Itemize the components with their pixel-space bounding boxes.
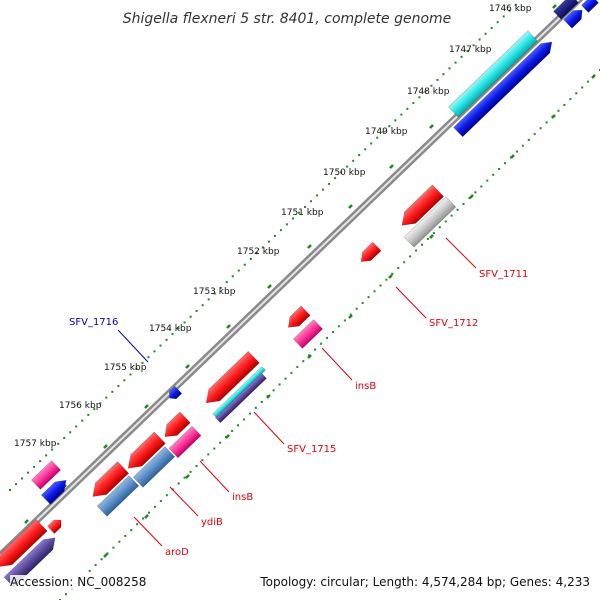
tick-label-1746: 1746 kbp — [489, 4, 532, 14]
feature-insb-1-cds[interactable] — [284, 305, 311, 332]
feature-arod-cds[interactable] — [87, 461, 130, 503]
feature-sfv1715-stripe[interactable] — [212, 366, 266, 418]
feature-sfv1715-cds[interactable] — [201, 350, 260, 408]
feature-insb-1-gene[interactable] — [292, 319, 324, 349]
gene-label-ydib[interactable]: ydiB — [201, 517, 223, 528]
feature-blue-gene-left[interactable] — [40, 476, 70, 505]
feature-insb-2-cds[interactable] — [160, 411, 191, 442]
accession-text: Accession: NC_008258 — [10, 575, 147, 589]
feature-sfv1711-cds[interactable] — [396, 184, 444, 231]
tick-label-1747: 1747 kbp — [449, 45, 492, 55]
tick-label-1755: 1755 kbp — [104, 363, 147, 373]
feature-blue-gene-3[interactable] — [581, 0, 599, 13]
feature-navy-block[interactable] — [553, 0, 579, 20]
gene-label-sfv1716[interactable]: SFV_1716 — [69, 317, 118, 328]
inner-scale-ring — [59, 69, 600, 600]
map-footer: Accession: NC_008258 Topology: circular;… — [0, 572, 600, 596]
scale-rings — [9, 0, 600, 600]
tick-label-1749: 1749 kbp — [365, 127, 408, 137]
tick-labels: 1746 kbp 1747 kbp 1748 kbp 1749 kbp 1750… — [14, 4, 532, 449]
feature-sfv1711-gene[interactable] — [403, 196, 457, 248]
feature-red-cds-left[interactable] — [0, 519, 48, 572]
tick-label-1756: 1756 kbp — [59, 401, 102, 411]
tick-label-1757: 1757 kbp — [14, 439, 57, 449]
tick-label-1752: 1752 kbp — [237, 247, 280, 257]
tick-label-1753: 1753 kbp — [193, 287, 236, 297]
gene-features — [0, 0, 599, 588]
feature-red-small-left[interactable] — [47, 517, 64, 534]
tick-label-1751: 1751 kbp — [281, 208, 324, 218]
feature-insb-2-gene[interactable] — [168, 425, 202, 459]
gene-labels: SFV_1711 SFV_1712 insB SFV_1715 insB ydi… — [69, 269, 528, 558]
gene-label-sfv1715[interactable]: SFV_1715 — [287, 444, 336, 455]
feature-arod-gene[interactable] — [96, 475, 140, 517]
feature-sfv1716-gene[interactable] — [166, 385, 183, 402]
tick-label-1750: 1750 kbp — [323, 168, 366, 178]
gene-label-sfv1711[interactable]: SFV_1711 — [479, 269, 528, 280]
feature-cyan-block[interactable] — [448, 30, 538, 118]
gene-label-sfv1712[interactable]: SFV_1712 — [429, 318, 478, 329]
feature-ydib-gene[interactable] — [132, 446, 176, 488]
map-title: Shigella flexneri 5 str. 8401, complete … — [123, 11, 452, 27]
genome-summary-text: Topology: circular; Length: 4,574,284 bp… — [260, 575, 590, 589]
feature-pink-gene-left[interactable] — [30, 460, 62, 490]
label-leaders — [117, 237, 477, 547]
gene-label-insb-2[interactable]: insB — [232, 492, 253, 503]
tick-label-1754: 1754 kbp — [149, 324, 192, 334]
gene-label-arod[interactable]: aroD — [165, 547, 189, 558]
feature-blue-gene-2[interactable] — [563, 6, 587, 29]
gene-label-insb-1[interactable]: insB — [355, 381, 376, 392]
feature-sfv1715-gene[interactable] — [215, 372, 267, 424]
feature-blue-gene-1[interactable] — [453, 37, 557, 138]
feature-ydib-cds[interactable] — [123, 431, 166, 474]
outer-scale-ring — [9, 0, 523, 491]
tick-label-1748: 1748 kbp — [407, 87, 450, 97]
feature-sfv1712-cds[interactable] — [357, 241, 382, 266]
